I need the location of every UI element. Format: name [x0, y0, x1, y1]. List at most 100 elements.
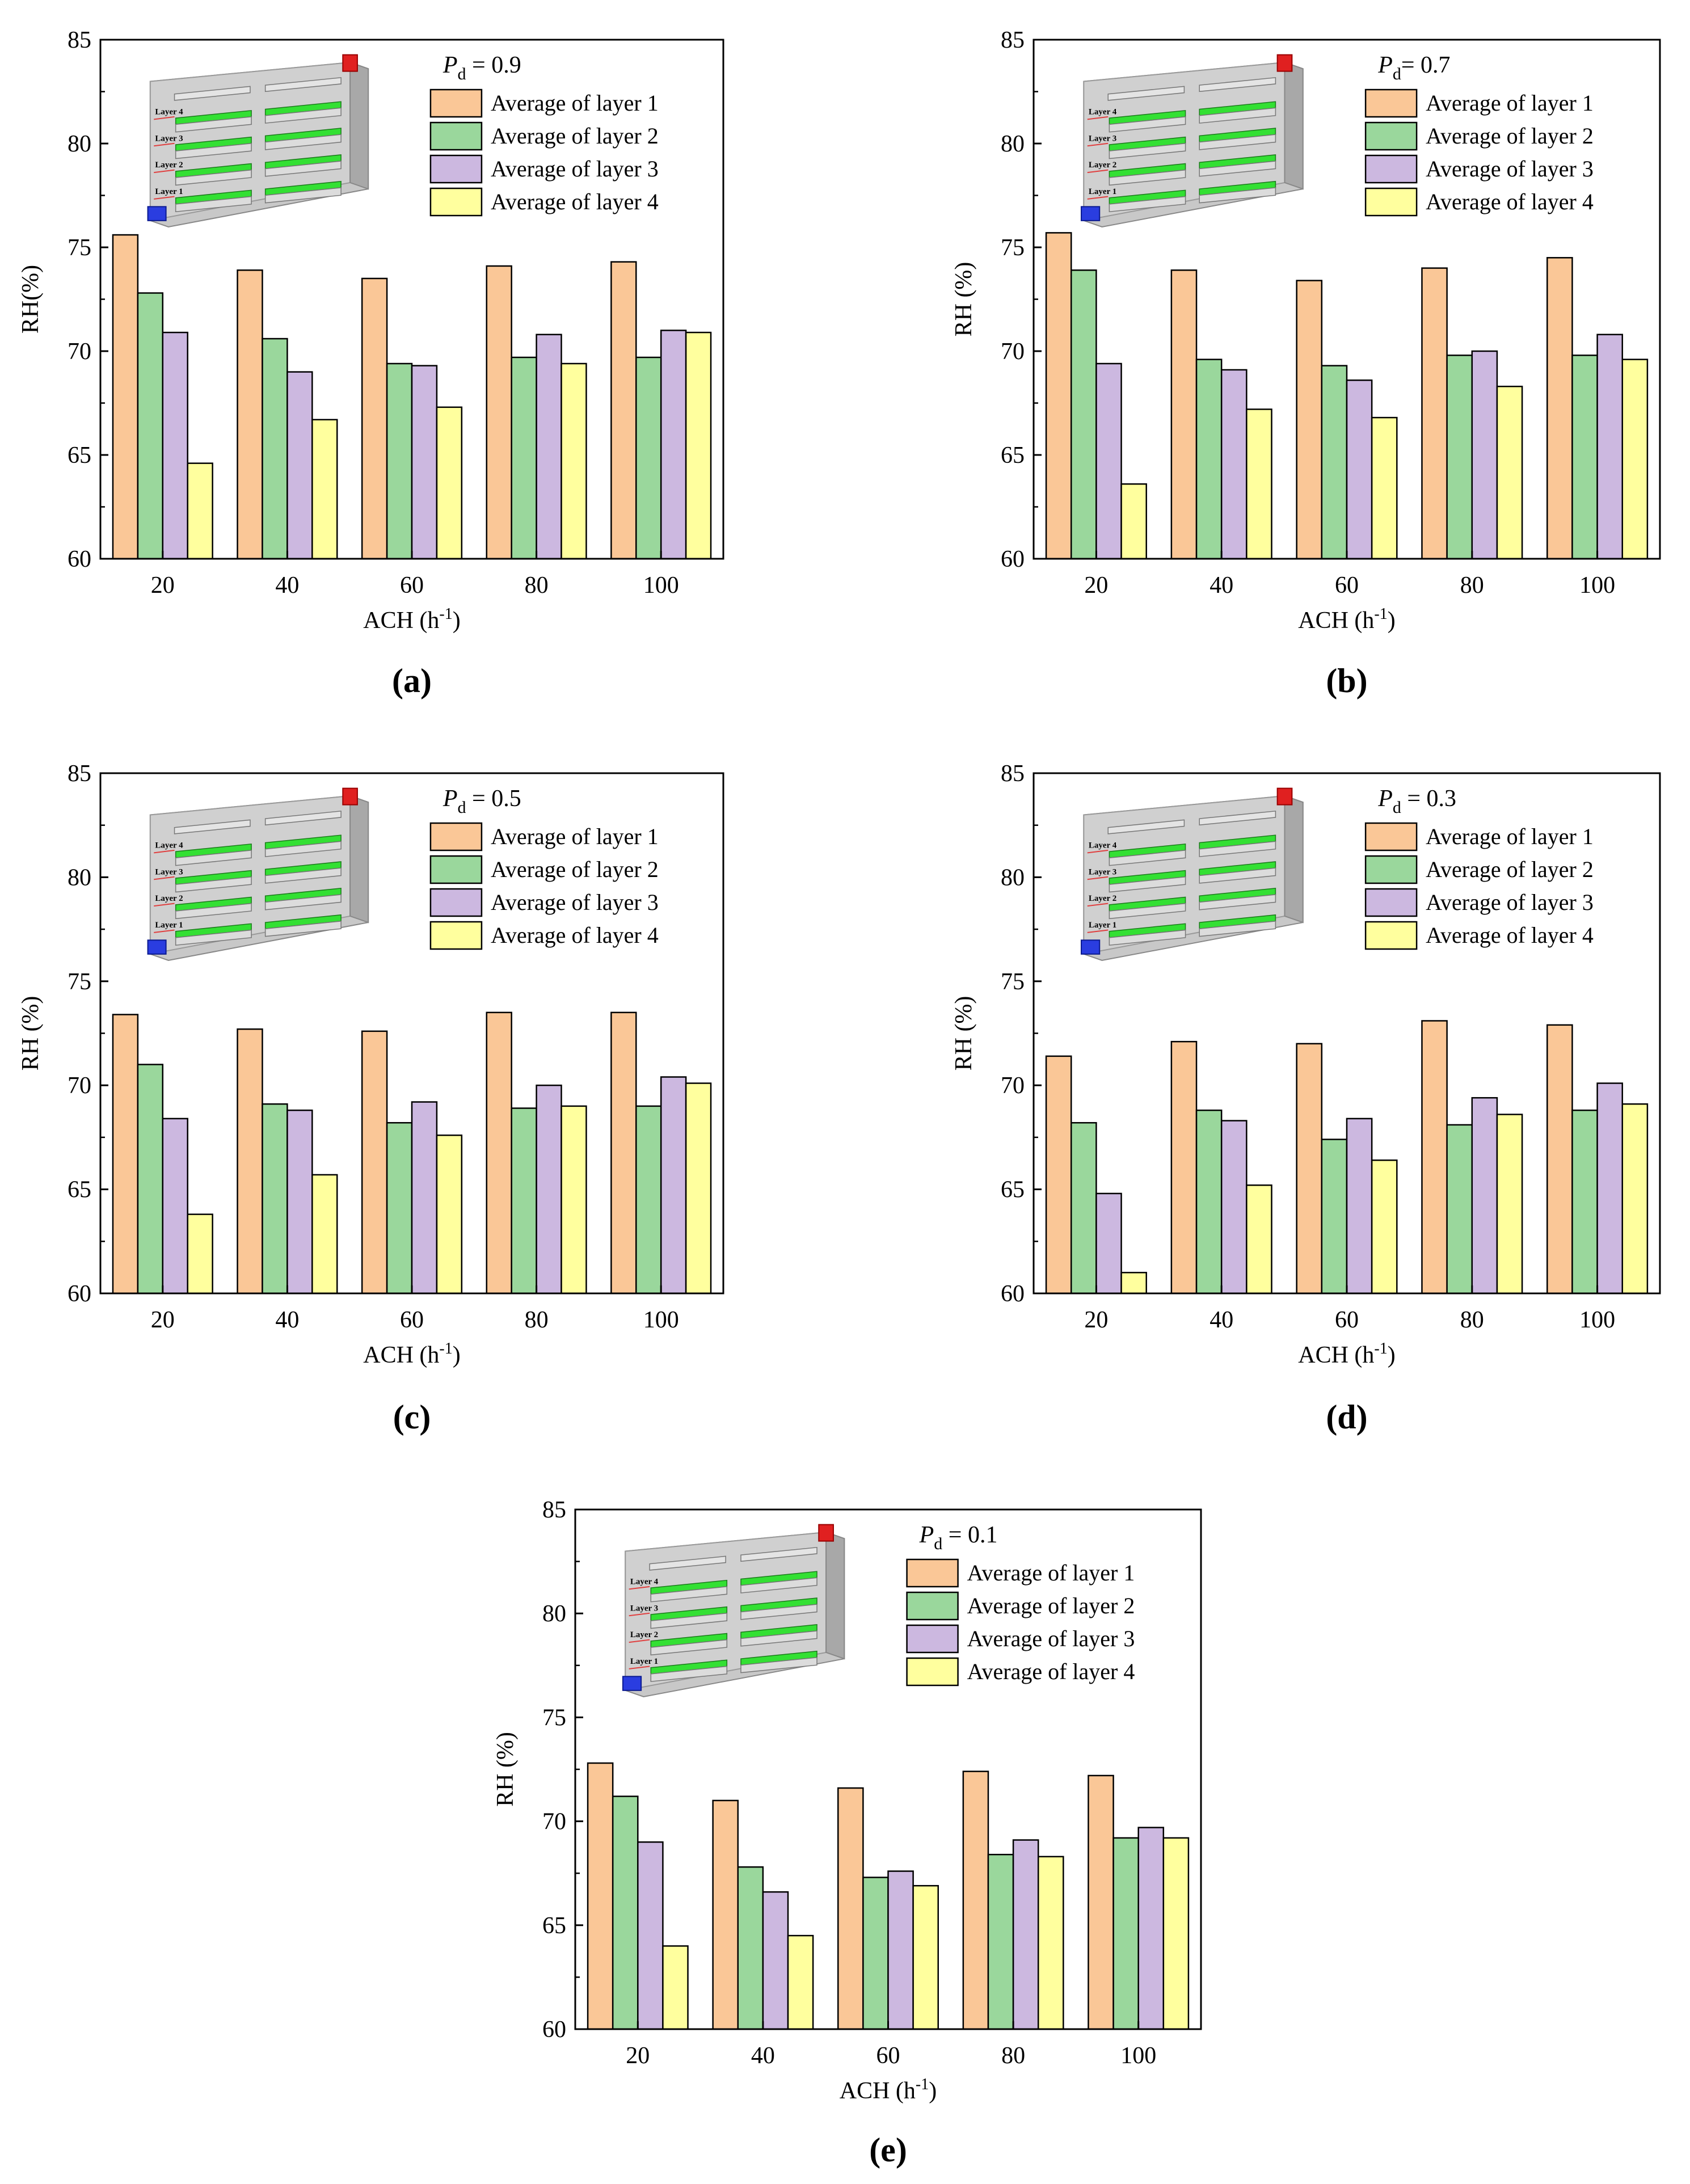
x-axis-title-end: ) [929, 2078, 937, 2104]
inset-shelf-base [740, 1577, 817, 1593]
x-tick-label: 100 [643, 572, 679, 598]
inset-sensor-line [1087, 169, 1109, 174]
y-tick-label: 65 [542, 1913, 566, 1939]
y-axis-title: RH (%) [492, 1732, 519, 1807]
bar-layer3-40 [286, 371, 313, 560]
chart-panel-c: 60 65 70 75 80 85 20 40 60 80 100 ACH (h-1) RH (%) Pd… [18, 761, 724, 1436]
x-axis-title-end: ) [453, 608, 461, 634]
y-tick-label: 80 [68, 865, 91, 891]
inset-shelf-base [175, 876, 252, 893]
legend-swatch-layer4 [429, 921, 483, 950]
inset-layer-label: Layer 1 [155, 921, 183, 930]
bar-layer3-80 [536, 1084, 562, 1295]
inset-diagram: Layer 4 Layer 3 Layer 2 Layer 1 [622, 1524, 845, 1698]
bar-layer3-20 [637, 1841, 664, 2030]
legend-label-layer4: Average of layer 4 [491, 189, 659, 214]
inset-shelf-base [1109, 876, 1186, 893]
inset-shelf-base [264, 134, 342, 150]
x-tick-label: 100 [1579, 1307, 1615, 1333]
bar-layer2-40 [1195, 359, 1223, 560]
y-tick-label: 80 [68, 131, 91, 157]
bar-layer2-100 [1571, 1109, 1598, 1295]
x-tick-label: 60 [1335, 1307, 1359, 1333]
x-tick-label: 100 [643, 1307, 679, 1333]
inset-layer-label: Layer 1 [155, 187, 183, 196]
legend-label-layer3: Average of layer 3 [491, 889, 659, 915]
bar-layer1-60 [1296, 280, 1323, 560]
legend-swatch-layer2 [429, 121, 483, 151]
bar-layer2-100 [1112, 1837, 1139, 2030]
inset-diagram: Layer 4 Layer 3 Layer 2 Layer 1 [147, 54, 369, 228]
inset-diagram: Layer 4 Layer 3 Layer 2 Layer 1 [1081, 54, 1304, 228]
x-tick-label: 80 [525, 572, 549, 598]
x-axis-title-end: ) [1388, 608, 1396, 634]
chart-panel-e: 60 65 70 75 80 85 20 40 60 80 100 ACH (h-1) RH (%) Pd… [492, 1497, 1202, 2169]
bar-layer1-80 [486, 265, 512, 560]
chart-panel-b: 60 65 70 75 80 85 20 40 60 80 100 ACH (h-1) RH (%) Pd… [951, 27, 1661, 699]
bar-layer3-60 [411, 1101, 438, 1295]
pd-subscript: d [1393, 65, 1401, 83]
bar-layer3-80 [536, 334, 562, 560]
y-tick-label: 85 [542, 1497, 566, 1523]
inset-shelf-base [175, 903, 252, 920]
legend-swatch-layer2 [429, 855, 483, 884]
y-tick-label: 70 [542, 1809, 566, 1835]
x-axis-title-sup: -1 [1374, 605, 1387, 623]
inset-sensor-line [629, 1639, 650, 1643]
bar-layer1-60 [361, 277, 388, 560]
bar-layer3-100 [1137, 1827, 1165, 2030]
legend-label-layer3: Average of layer 3 [491, 156, 659, 182]
x-tick-label: 100 [1579, 572, 1615, 598]
pd-value: = 0.9 [466, 52, 521, 78]
bar-layer1-40 [237, 269, 263, 560]
inset-shelf-base [740, 1604, 817, 1620]
inset-shelf-base [175, 929, 252, 946]
bar-layer2-80 [1446, 355, 1473, 560]
x-axis-title-sup: -1 [1374, 1340, 1387, 1357]
inset-rail [174, 819, 251, 834]
bar-layer1-60 [1296, 1043, 1323, 1295]
inset-panel-side [1284, 61, 1304, 190]
x-tick-label: 60 [876, 2043, 900, 2069]
bar-layer3-40 [286, 1109, 313, 1295]
y-tick-label: 85 [68, 761, 91, 787]
x-axis-title-sup: -1 [916, 2076, 929, 2093]
inset-layer-label: Layer 4 [155, 107, 183, 116]
inset-rail [1199, 77, 1276, 92]
legend-swatch-layer3 [1364, 888, 1418, 917]
bar-layer2-100 [635, 356, 662, 560]
bar-layer3-100 [660, 330, 687, 560]
x-tick-label: 20 [151, 1307, 175, 1333]
legend-label-layer4: Average of layer 4 [967, 1659, 1135, 1684]
bar-layer1-20 [1045, 232, 1072, 560]
bar-layer4-20 [1120, 483, 1147, 560]
inset-shelf-base [175, 196, 252, 213]
bar-layer4-20 [187, 462, 213, 560]
bar-layer4-100 [1621, 1103, 1649, 1295]
x-axis-title: ACH (h-1) [363, 605, 461, 634]
inlet-fan-icon [147, 206, 167, 221]
bar-layer4-100 [1621, 359, 1649, 560]
x-tick-label: 40 [1209, 1307, 1233, 1333]
y-tick-label: 80 [1001, 865, 1025, 891]
y-tick-label: 85 [1001, 27, 1025, 53]
bar-layer4-100 [685, 1082, 712, 1295]
pd-annotation: Pd = 0.1 [919, 1522, 998, 1553]
bar-layer1-40 [1170, 269, 1198, 560]
x-tick-label: 60 [400, 572, 424, 598]
bar-layer3-60 [887, 1870, 914, 2030]
x-axis-title-end: ) [453, 1342, 461, 1368]
inset-sensor-line [629, 1666, 650, 1669]
pd-symbol: P [1377, 786, 1393, 812]
x-axis-title: ACH (h-1) [840, 2076, 937, 2104]
y-tick-label: 75 [68, 235, 91, 261]
bar-layer2-80 [987, 1853, 1014, 2030]
y-tick-label: 65 [68, 1177, 91, 1203]
inset-shelf-base [650, 1639, 728, 1656]
inset-rail [264, 810, 342, 826]
inset-shelf-base [1199, 867, 1276, 884]
inset-shelf-base [740, 1657, 817, 1673]
legend-label-layer4: Average of layer 4 [1426, 922, 1594, 948]
inset-rail [649, 1555, 726, 1571]
